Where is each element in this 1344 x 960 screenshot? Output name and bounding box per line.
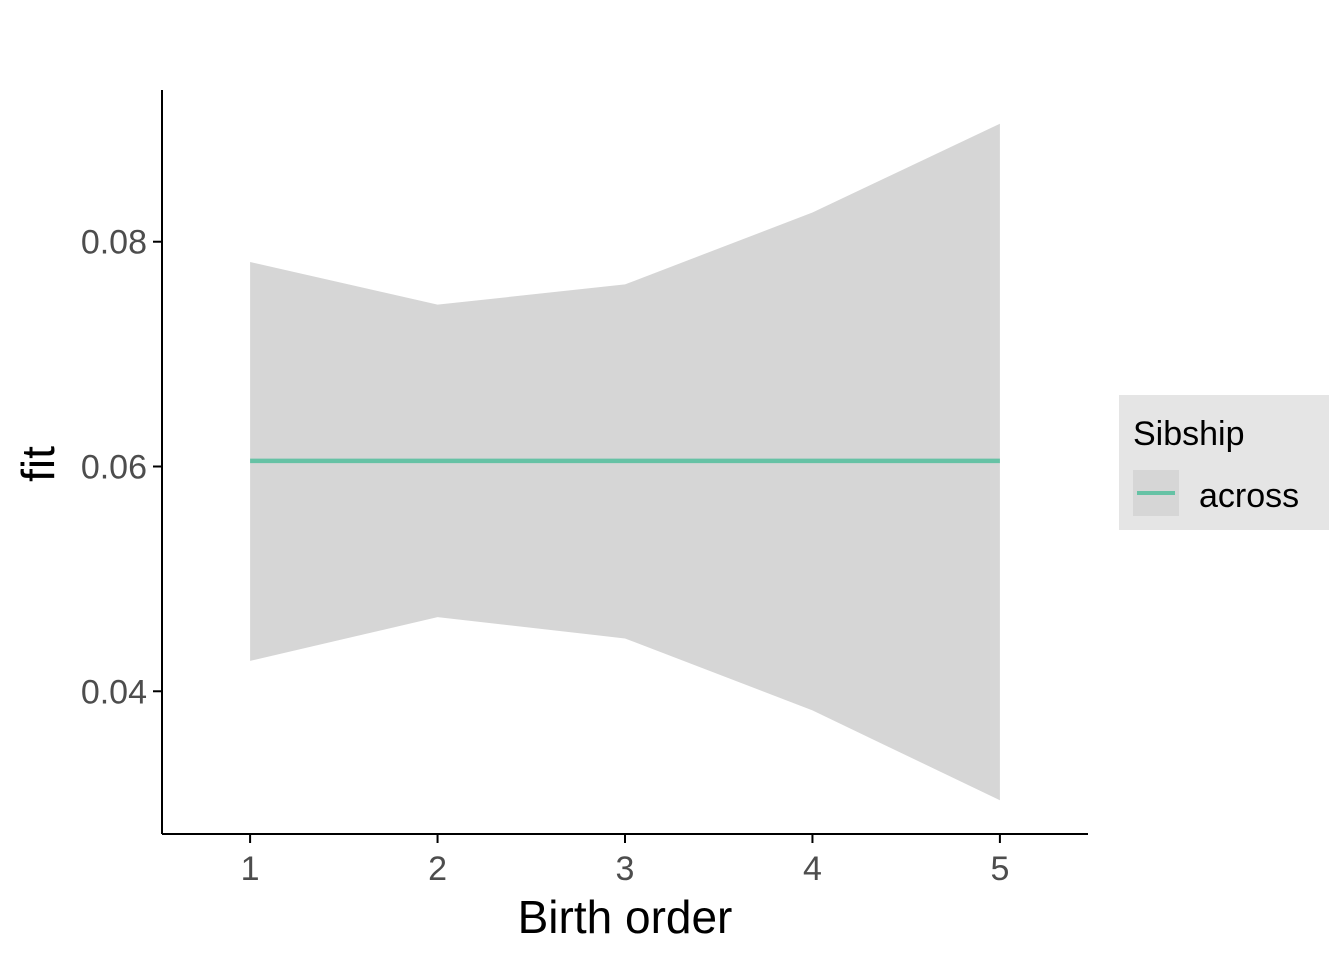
y-tick-label: 0.08 (81, 224, 147, 262)
x-tick-label: 5 (990, 850, 1009, 888)
x-tick-label: 1 (241, 850, 260, 888)
legend: Sibship across (1119, 395, 1329, 530)
legend-title: Sibship (1133, 415, 1245, 453)
x-tick-label: 3 (616, 850, 635, 888)
axes (153, 90, 1088, 843)
legend-label-across: across (1199, 477, 1299, 515)
x-tick-label: 4 (803, 850, 822, 888)
y-tick-label: 0.06 (81, 448, 147, 486)
x-axis-title: Birth order (518, 891, 733, 943)
y-axis-title: fit (12, 446, 64, 482)
tick-labels: 1 2 3 4 5 0.04 0.06 0.08 (81, 224, 1010, 888)
x-tick-label: 2 (428, 850, 447, 888)
y-tick-label: 0.04 (81, 673, 147, 711)
